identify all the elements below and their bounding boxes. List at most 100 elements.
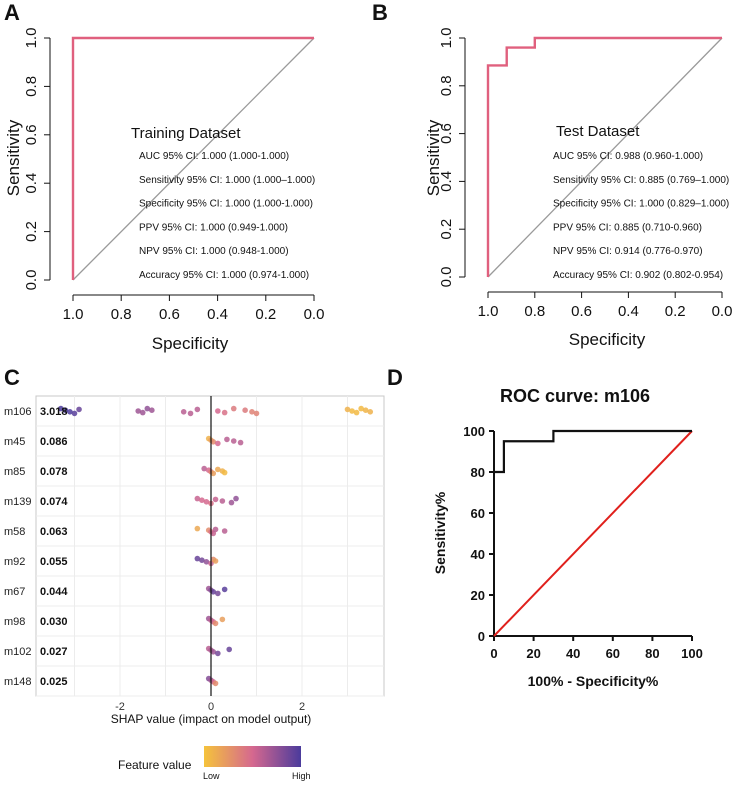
y-tick-label: 0.2 [23,221,40,242]
x-tick-label: 0 [490,646,497,661]
shap-point [210,439,217,445]
feature-name: m98 [4,616,25,628]
shap-point [224,436,230,443]
shap-point [144,405,151,412]
x-tick-label: 60 [606,646,620,661]
legend-high-label: High [292,771,311,781]
panel-d-title: ROC curve: m106 [500,386,650,406]
shap-point [228,499,235,506]
x-tick-label: 1.0 [63,306,84,323]
y-tick-label: 0.2 [438,219,455,240]
panel-b-roc-curve [486,36,722,277]
stat-line: Accuracy 95% CI: 0.902 (0.802-0.954) [553,270,723,281]
shap-point [221,528,228,534]
shap-x-tick-label: 2 [299,701,305,713]
y-tick-label: 0.0 [438,267,455,288]
panel-b-dataset-label: Test Dataset [556,123,640,140]
shap-point [139,409,146,416]
shap-point [344,406,351,413]
y-tick-label: 60 [471,506,485,521]
feature-name: m58 [4,526,25,538]
x-tick-label: 0.0 [712,303,733,320]
shap-point [358,405,364,412]
panel-a-x-label: Specificity [152,334,229,353]
panel-b: B 1.0 0.8 0.6 0.4 0.2 0.0 0.0 0.2 0.4 0.6 0.8 1.0 S… [372,0,732,349]
legend-title: Feature value [118,758,192,772]
stat-line: Sensitivity 95% CI: 0.885 (0.769–1.000) [553,175,729,186]
shap-point [210,589,217,595]
stat-line: Specificity 95% CI: 1.000 (1.000-1.000) [139,199,313,210]
shap-point [212,620,219,627]
shap-point [242,407,248,414]
y-tick-label: 1.0 [23,28,40,49]
x-tick-label: 0.6 [571,303,592,320]
feature-name: m148 [4,676,32,688]
shap-point [180,409,187,415]
y-tick-label: 1.0 [438,28,455,49]
shap-point [76,406,82,413]
shap-point [253,410,260,417]
x-tick-label: 100 [681,646,703,661]
feature-name: m67 [4,586,25,598]
x-tick-label: 0.2 [665,303,686,320]
shap-point [353,409,360,416]
shap-point [67,409,73,415]
shap-point [367,409,374,415]
panel-a-dataset-label: Training Dataset [131,125,241,142]
feature-importance-value: 3.018 [40,406,68,418]
y-tick-label: 0.4 [438,171,455,192]
stat-line: AUC 95% CI: 1.000 (1.000-1.000) [139,151,289,162]
shap-point [199,557,205,563]
panel-d-x-label: 100% - Specificity% [528,673,659,689]
shap-point [249,409,255,415]
y-tick-label: 0.0 [23,270,40,291]
panel-c-x-label: SHAP value (impact on model output) [111,712,312,726]
shap-point [210,470,217,477]
panel-a: A 1.0 0.8 0.6 0.4 0.2 0.0 0.0 0.2 0.4 0.6 0.8 1.0 S… [4,0,324,353]
legend-low-label: Low [203,771,220,781]
shap-point [219,498,226,504]
feature-importance-value: 0.025 [40,676,68,688]
shap-point [194,525,201,532]
x-tick-label: 1.0 [478,303,499,320]
panel-b-x-label: Specificity [569,330,646,349]
feature-importance-value: 0.027 [40,646,68,658]
shap-point [226,646,232,653]
y-tick-label: 80 [471,465,485,480]
shap-point [194,495,201,502]
panel-d-diagonal [493,430,693,637]
shap-point [215,440,221,447]
stat-line: NPV 95% CI: 0.914 (0.776-0.970) [553,246,703,257]
x-tick-label: 0.8 [111,306,132,323]
panel-c: C m106 3.018 m45 0.086 m85 0.078 m139 0.074 m58 0… [4,365,385,781]
feature-name: m92 [4,556,25,568]
shap-point [237,439,244,446]
y-tick-label: 0.8 [438,75,455,96]
shap-point [212,680,219,687]
feature-name: m139 [4,496,32,508]
shap-point [187,410,194,417]
y-tick-label: 20 [471,588,485,603]
shap-point [212,526,219,533]
panel-a-roc-curve [71,36,314,280]
shap-point [215,650,221,657]
stat-line: PPV 95% CI: 0.885 (0.710-0.960) [553,222,702,233]
feature-importance-value: 0.044 [40,586,68,598]
stat-line: PPV 95% CI: 1.000 (0.949-1.000) [139,222,288,233]
shap-point [194,555,201,562]
feature-importance-value: 0.074 [40,496,68,508]
feature-importance-value: 0.086 [40,436,68,448]
shap-point [230,438,237,444]
feature-importance-value: 0.055 [40,556,68,568]
shap-point [203,559,210,565]
shap-point [71,410,78,417]
stat-line: Accuracy 95% CI: 1.000 (0.974-1.000) [139,270,309,281]
x-tick-label: 80 [645,646,659,661]
panel-a-y-label: Sensitivity [4,119,23,196]
y-tick-label: 40 [471,547,485,562]
legend-colorbar [204,746,301,767]
shap-point [210,649,217,655]
x-tick-label: 0.4 [207,306,228,323]
shap-point [203,499,210,505]
